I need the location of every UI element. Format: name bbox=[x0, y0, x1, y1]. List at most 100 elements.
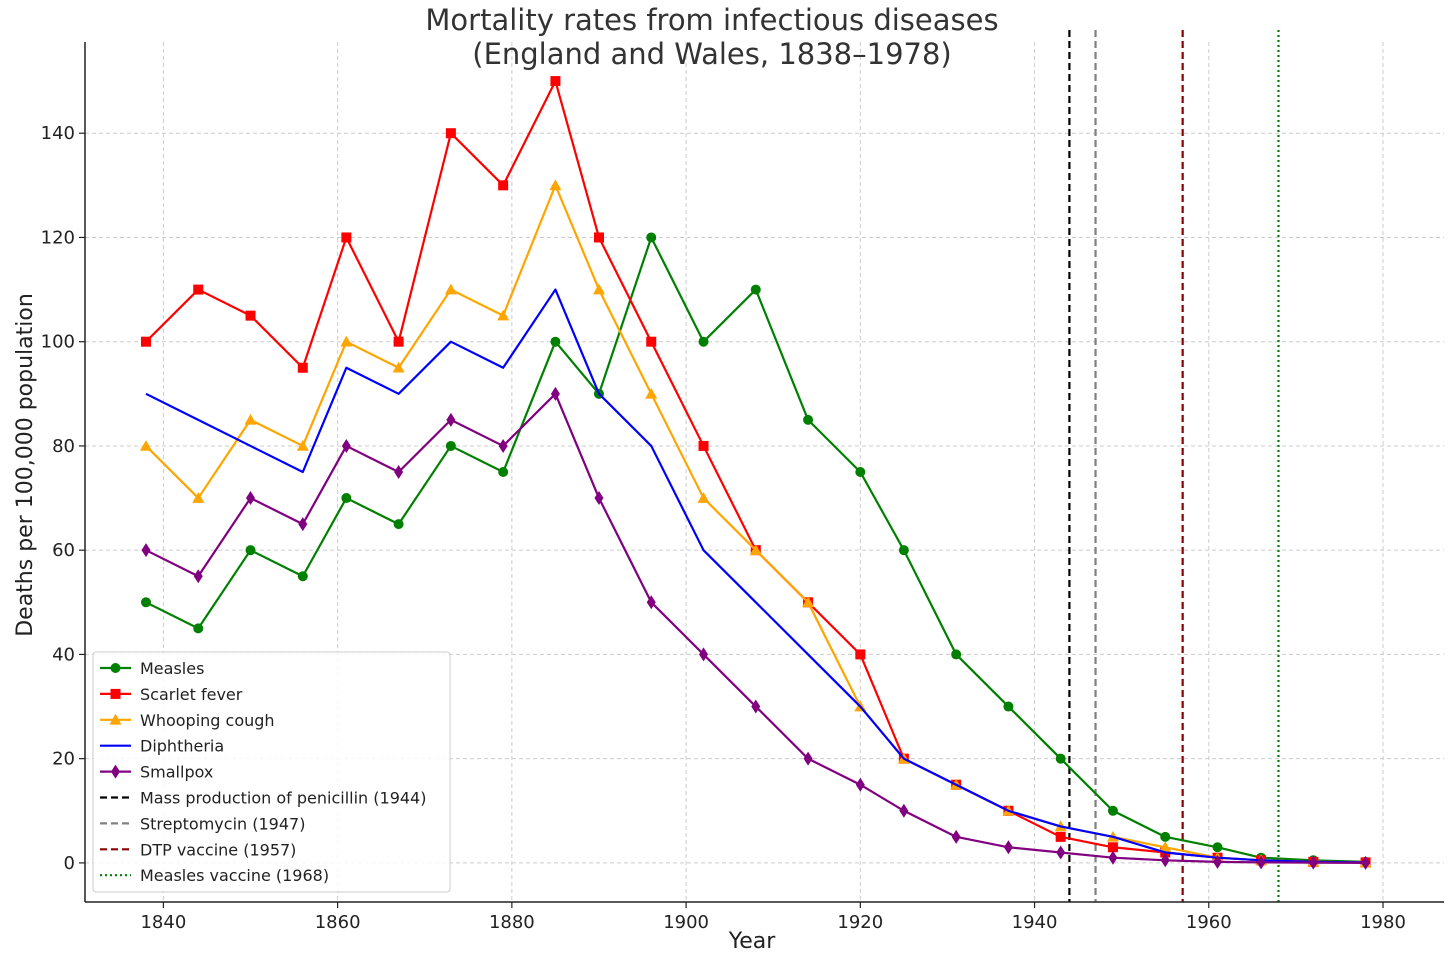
data-point-smallpox bbox=[646, 595, 656, 610]
data-point-scarlet-fever bbox=[393, 336, 404, 347]
legend-label: Streptomycin (1947) bbox=[140, 814, 305, 833]
legend-label: Whooping cough bbox=[140, 711, 275, 730]
data-point-scarlet-fever bbox=[245, 310, 256, 321]
data-point-measles bbox=[245, 545, 256, 556]
data-point-smallpox bbox=[1213, 854, 1222, 869]
data-point-whooping-cough bbox=[549, 179, 562, 191]
series-line-diphtheria bbox=[145, 288, 1366, 864]
y-tick-label: 120 bbox=[41, 227, 75, 248]
data-point-whooping-cough bbox=[645, 387, 658, 399]
legend-label: DTP vaccine (1957) bbox=[140, 840, 296, 859]
data-point-measles bbox=[193, 623, 204, 634]
data-point-smallpox bbox=[1361, 855, 1371, 870]
x-tick-label: 1940 bbox=[1012, 912, 1058, 933]
data-point-smallpox bbox=[193, 569, 203, 584]
x-tick-label: 1920 bbox=[837, 912, 883, 933]
x-tick-label: 1900 bbox=[663, 912, 709, 933]
data-point-whooping-cough bbox=[340, 335, 353, 347]
y-tick-label: 80 bbox=[52, 436, 75, 457]
data-point-measles bbox=[445, 440, 456, 451]
x-axis-label: Year bbox=[728, 929, 777, 954]
data-point-whooping-cough bbox=[592, 283, 605, 295]
y-tick-label: 20 bbox=[52, 749, 75, 770]
data-point-scarlet-fever bbox=[593, 232, 604, 243]
series-diphtheria bbox=[145, 288, 1366, 864]
data-point-scarlet-fever bbox=[140, 336, 151, 347]
x-tick-label: 1860 bbox=[315, 912, 361, 933]
y-tick-label: 140 bbox=[41, 123, 75, 144]
data-point-smallpox bbox=[446, 412, 456, 427]
y-tick-label: 0 bbox=[64, 853, 75, 874]
chart-title-line-1: Mortality rates from infectious diseases bbox=[425, 3, 998, 37]
legend-label: Measles bbox=[140, 659, 204, 678]
series-group bbox=[139, 76, 1372, 870]
data-point-scarlet-fever bbox=[498, 180, 509, 191]
legend-item-measles-vaccine-1968: Measles vaccine (1968) bbox=[100, 866, 329, 885]
data-point-scarlet-fever bbox=[445, 128, 456, 139]
data-point-smallpox bbox=[699, 647, 709, 662]
legend-label: Measles vaccine (1968) bbox=[140, 866, 329, 885]
data-point-measles bbox=[1212, 842, 1223, 853]
data-point-scarlet-fever bbox=[297, 362, 308, 373]
data-point-measles bbox=[951, 649, 962, 660]
legend-item-dtp-vaccine-1957: DTP vaccine (1957) bbox=[100, 840, 296, 859]
data-point-scarlet-fever bbox=[550, 76, 561, 87]
data-point-scarlet-fever bbox=[1107, 842, 1118, 853]
data-point-measles bbox=[1160, 831, 1171, 842]
data-point-measles bbox=[855, 467, 866, 477]
y-axis-label: Deaths per 100,000 population bbox=[13, 293, 38, 637]
data-point-measles bbox=[341, 493, 352, 504]
y-ticks: 0 20 40 60 80 100 120 140 bbox=[41, 123, 85, 874]
data-point-scarlet-fever bbox=[1055, 831, 1066, 842]
data-point-measles bbox=[498, 467, 509, 477]
y-tick-label: 40 bbox=[52, 644, 75, 665]
data-point-whooping-cough bbox=[1159, 841, 1172, 853]
data-point-whooping-cough bbox=[192, 492, 205, 503]
data-point-whooping-cough bbox=[244, 413, 257, 425]
chart-title-line-2: (England and Wales, 1838–1978) bbox=[472, 37, 952, 71]
series-smallpox bbox=[141, 386, 1371, 870]
data-point-smallpox bbox=[594, 491, 604, 506]
legend-item-scarlet-fever: Scarlet fever bbox=[100, 685, 243, 704]
data-point-measles bbox=[1003, 701, 1014, 712]
data-point-measles bbox=[550, 336, 561, 347]
legend-item-streptomycin-1947: Streptomycin (1947) bbox=[100, 814, 305, 833]
x-tick-label: 1960 bbox=[1186, 912, 1232, 933]
data-point-whooping-cough bbox=[749, 544, 762, 555]
y-tick-label: 60 bbox=[52, 540, 75, 561]
legend-item-whooping-cough: Whooping cough bbox=[100, 711, 275, 730]
data-point-smallpox bbox=[1160, 853, 1170, 868]
legend-item-measles: Measles bbox=[100, 659, 204, 678]
data-point-measles bbox=[393, 519, 404, 530]
legend-marker bbox=[110, 663, 121, 673]
data-point-smallpox bbox=[341, 438, 351, 453]
data-point-smallpox bbox=[394, 465, 404, 479]
data-point-measles bbox=[750, 284, 761, 295]
x-tick-label: 1840 bbox=[140, 912, 186, 933]
data-point-measles bbox=[646, 232, 657, 243]
data-point-scarlet-fever bbox=[698, 440, 709, 451]
legend-frame bbox=[92, 651, 451, 893]
legend-marker bbox=[109, 713, 122, 725]
data-point-smallpox bbox=[498, 438, 508, 453]
data-point-smallpox bbox=[951, 829, 961, 844]
data-point-whooping-cough bbox=[392, 361, 405, 373]
data-point-smallpox bbox=[1003, 840, 1013, 855]
data-point-smallpox bbox=[298, 517, 308, 532]
legend: Measles Scarlet fever Whooping cough Diphth… bbox=[92, 651, 451, 893]
data-point-smallpox bbox=[1108, 850, 1118, 865]
legend-item-smallpox: Smallpox bbox=[100, 763, 213, 782]
data-point-scarlet-fever bbox=[341, 232, 352, 243]
data-point-smallpox bbox=[803, 751, 813, 766]
reference-lines bbox=[1068, 30, 1280, 902]
legend-marker bbox=[111, 764, 120, 779]
data-point-smallpox bbox=[550, 386, 560, 401]
legend-label: Scarlet fever bbox=[140, 685, 243, 704]
y-tick-label: 100 bbox=[41, 332, 75, 353]
data-point-smallpox bbox=[899, 803, 909, 818]
data-point-measles bbox=[1055, 753, 1066, 764]
data-point-whooping-cough bbox=[497, 309, 510, 321]
data-point-whooping-cough bbox=[697, 492, 710, 503]
legend-label: Mass production of penicillin (1944) bbox=[140, 789, 426, 808]
data-point-whooping-cough bbox=[296, 439, 309, 451]
